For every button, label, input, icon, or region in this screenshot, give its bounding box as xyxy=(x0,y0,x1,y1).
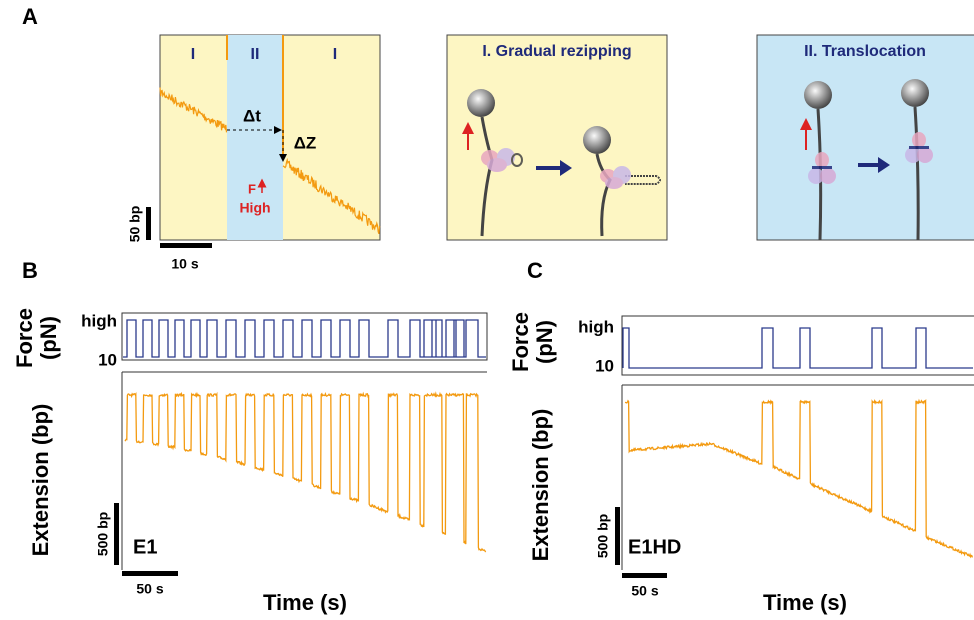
trace-line xyxy=(123,319,486,358)
trace-line xyxy=(124,391,487,553)
scale-bar xyxy=(146,207,151,240)
axis-title: Extension (bp) xyxy=(528,409,553,562)
annotation: High xyxy=(239,200,270,216)
axis-title: (pN) xyxy=(532,320,557,364)
phase-band xyxy=(227,35,283,240)
arrow xyxy=(536,160,572,176)
trace-line xyxy=(624,398,974,559)
panel-label: C xyxy=(527,258,543,283)
bead xyxy=(583,126,611,154)
helicase xyxy=(808,152,836,184)
plot-frame xyxy=(621,315,974,376)
scale-bar xyxy=(160,243,212,248)
axis-title: Extension (bp) xyxy=(28,404,53,557)
helicase xyxy=(905,132,933,163)
phase-label: I xyxy=(191,46,195,63)
scale-label: 500 bp xyxy=(95,512,111,556)
bead xyxy=(804,81,832,109)
phase-label: II xyxy=(251,46,260,63)
scale-label: 50 s xyxy=(631,583,658,599)
scale-label: 50 bp xyxy=(127,206,143,243)
axis-title: Time (s) xyxy=(763,590,847,615)
scale-bar xyxy=(615,507,620,565)
trace xyxy=(622,327,974,559)
scale-bar xyxy=(122,571,178,576)
sample-label: E1 xyxy=(133,536,157,558)
scale-bar xyxy=(114,503,119,565)
trace-line xyxy=(282,157,381,235)
tick-label: high xyxy=(81,311,117,330)
schematic-title: II. Translocation xyxy=(804,43,926,60)
tick-label: 10 xyxy=(595,356,614,375)
tick-label: 10 xyxy=(98,350,117,369)
schematic-box xyxy=(446,34,668,241)
helicase xyxy=(481,148,523,172)
bead xyxy=(901,79,929,107)
annotation: F xyxy=(248,181,256,196)
tick-label: high xyxy=(578,317,614,336)
axis-title: (pN) xyxy=(36,316,61,360)
sample-label: E1HD xyxy=(628,536,681,558)
trace xyxy=(159,87,381,235)
panel-label: B xyxy=(22,258,38,283)
tether xyxy=(913,106,920,241)
schematic-box xyxy=(756,34,974,241)
helicase xyxy=(600,166,631,189)
arrow xyxy=(858,157,890,173)
annotation: ΔZ xyxy=(294,133,317,152)
bead xyxy=(467,89,495,117)
trace-line xyxy=(622,327,973,369)
trace-line xyxy=(159,87,228,133)
panel-label: A xyxy=(22,4,38,29)
scale-label: 50 s xyxy=(136,581,163,597)
hairpin xyxy=(625,175,661,185)
scale-bar xyxy=(622,573,667,578)
annotation: Δt xyxy=(243,106,261,125)
scale-label: 500 bp xyxy=(595,514,611,558)
plot-frame xyxy=(121,312,488,361)
scale-label: 10 s xyxy=(171,256,198,272)
schematic-title: I. Gradual rezipping xyxy=(482,43,631,60)
trace xyxy=(123,319,487,553)
axis-title: Force xyxy=(508,312,533,372)
phase-label: I xyxy=(333,46,337,63)
axis-title: Force xyxy=(12,308,37,368)
axis-title: Time (s) xyxy=(263,590,347,615)
